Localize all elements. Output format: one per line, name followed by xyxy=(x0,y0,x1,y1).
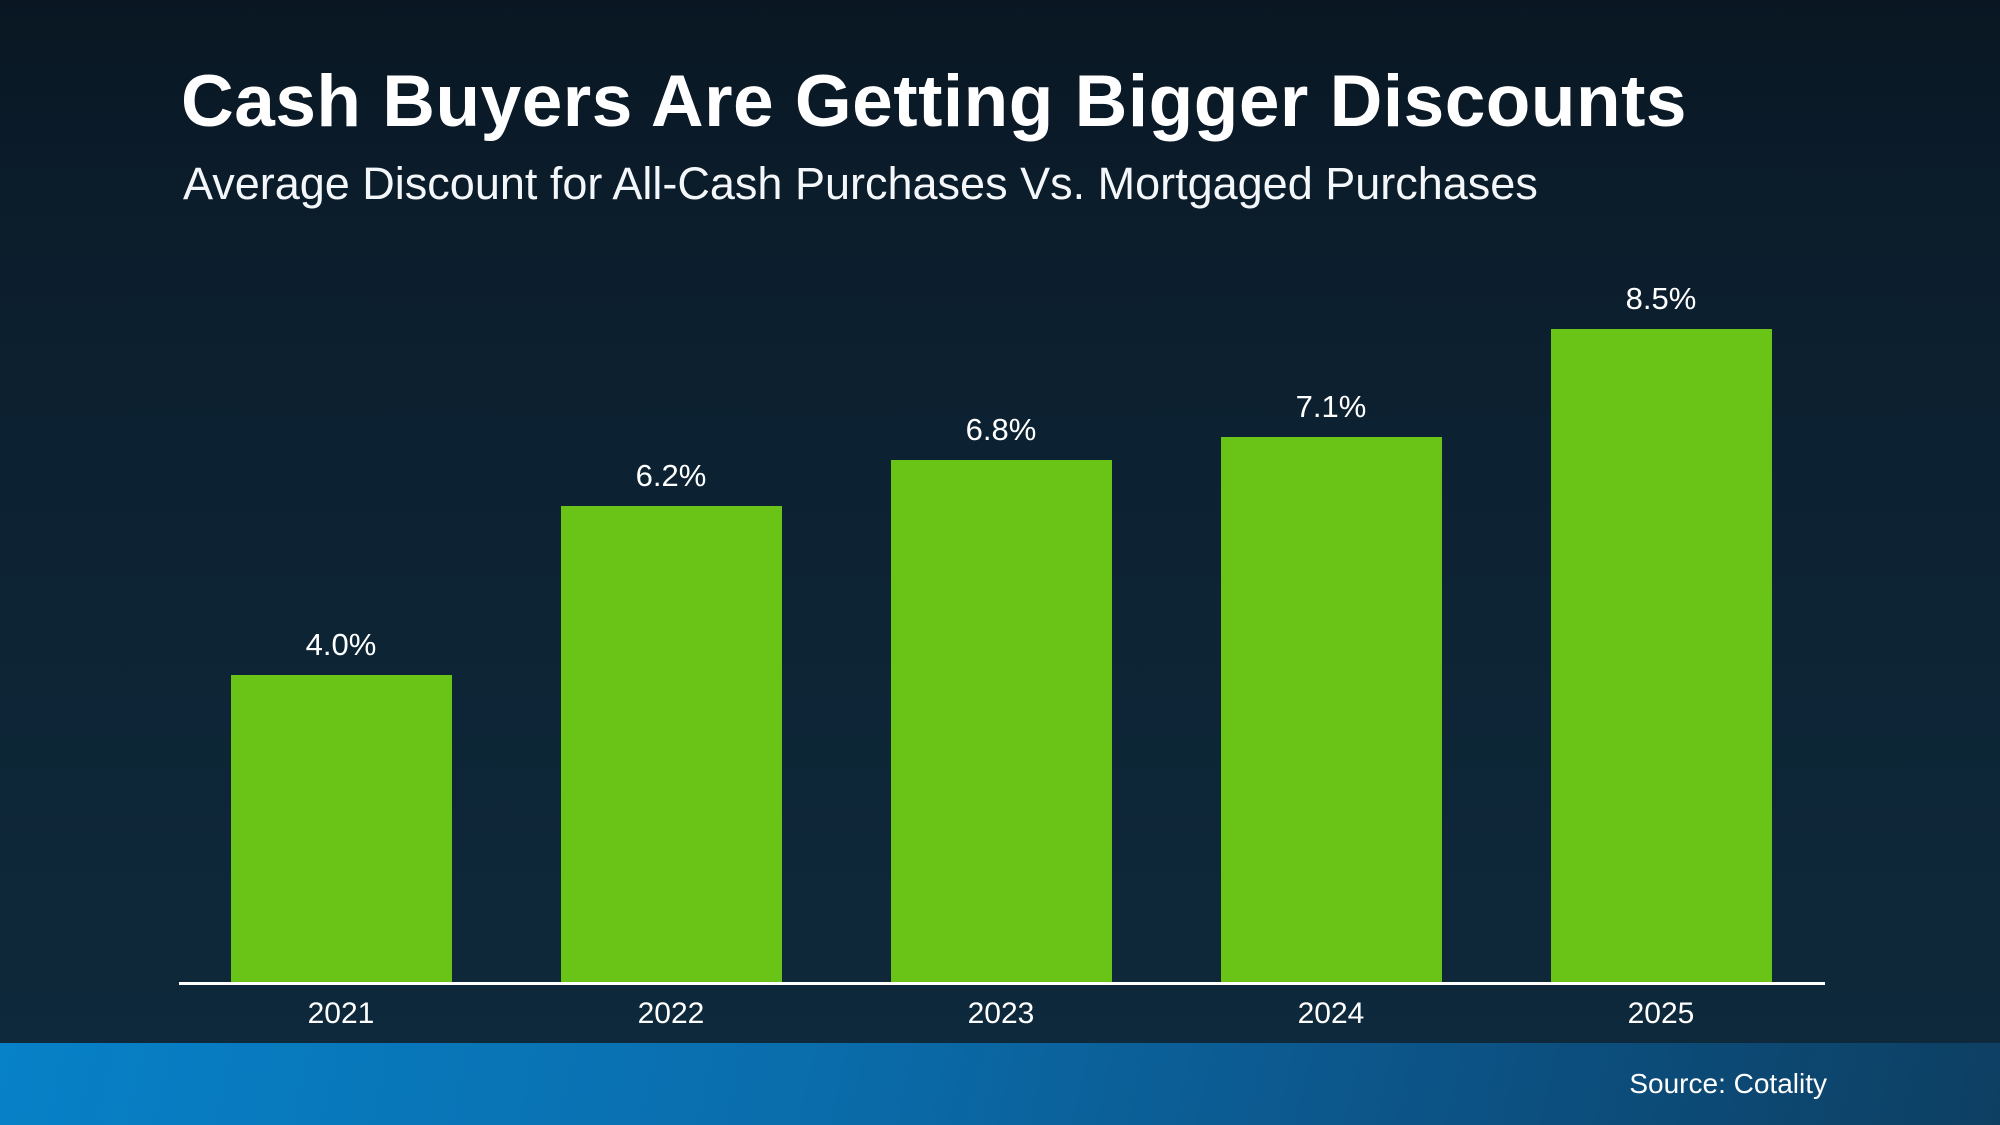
bar-2025 xyxy=(1550,329,1772,984)
x-axis-tick-2025: 2025 xyxy=(1627,997,1695,1030)
source-attribution: Source: Cotality xyxy=(1629,1068,1827,1099)
x-axis-tick-2023: 2023 xyxy=(967,997,1035,1030)
bar-2024 xyxy=(1220,437,1442,984)
bar-value-label-2021: 4.0% xyxy=(305,627,377,662)
x-axis-tick-2024: 2024 xyxy=(1297,997,1365,1030)
bar-2022 xyxy=(560,506,782,984)
bar-value-label-2025: 8.5% xyxy=(1625,281,1697,316)
bar-chart: 4.0% 2021 6.2% 2022 6.8% 2023 7.1% 2024 8.5% 2025 xyxy=(179,281,1825,1030)
bar-2023 xyxy=(890,460,1112,984)
x-axis-line xyxy=(179,982,1825,985)
chart-title: Cash Buyers Are Getting Bigger Discounts xyxy=(181,61,1687,142)
bar-2021 xyxy=(230,675,452,984)
footer-band: Source: Cotality xyxy=(0,1043,2000,1125)
chart-subtitle: Average Discount for All-Cash Purchases … xyxy=(183,158,1538,209)
x-axis-tick-2022: 2022 xyxy=(637,997,705,1030)
bar-value-label-2022: 6.2% xyxy=(635,458,707,493)
bar-value-label-2023: 6.8% xyxy=(965,412,1037,447)
bar-value-label-2024: 7.1% xyxy=(1295,389,1367,424)
x-axis-tick-2021: 2021 xyxy=(307,997,375,1030)
